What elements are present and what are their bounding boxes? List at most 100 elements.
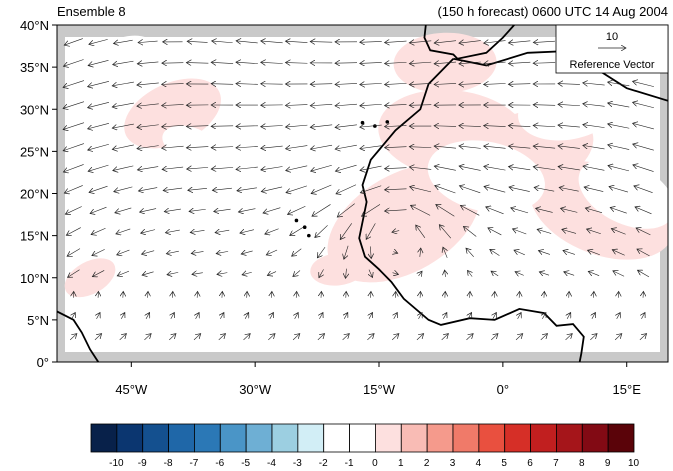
wind-vector	[267, 272, 277, 276]
wind-vector	[335, 125, 357, 128]
wind-vector	[241, 251, 253, 254]
wind-vector	[72, 313, 76, 319]
wind-vector	[508, 146, 531, 148]
wind-vector	[434, 166, 456, 171]
wind-vector	[583, 83, 605, 85]
wind-vector	[335, 104, 357, 106]
wind-vector	[285, 105, 308, 106]
wind-vector	[186, 147, 209, 148]
wind-vector	[215, 230, 230, 232]
wind-vector	[188, 188, 207, 190]
wind-vector	[64, 38, 83, 46]
wind-vector	[192, 273, 203, 275]
wind-vector	[538, 251, 550, 255]
lon-label: 45°W	[115, 382, 148, 397]
wind-vector	[637, 270, 650, 278]
colorbar-label: 1	[398, 458, 404, 469]
wind-vector	[165, 230, 180, 233]
wind-vector	[112, 144, 134, 149]
wind-vector	[416, 225, 426, 238]
wind-vector	[468, 313, 472, 319]
wind-vector	[163, 188, 183, 191]
wind-vector	[511, 208, 529, 214]
lon-label: 0°	[497, 382, 509, 397]
wind-vector	[409, 83, 432, 84]
colorbar-label: 3	[450, 458, 456, 469]
wind-vector	[558, 167, 580, 170]
wind-vector	[369, 313, 373, 319]
wind-vector	[263, 207, 281, 213]
wind-vector	[508, 167, 531, 170]
wind-vector	[612, 250, 625, 256]
wind-vector	[311, 184, 332, 194]
colorbar-swatch	[426, 423, 454, 453]
wind-vector	[261, 186, 283, 192]
wind-vector	[211, 62, 234, 63]
wind-vector	[539, 272, 550, 275]
wind-vector	[608, 145, 630, 150]
wind-vector	[288, 205, 306, 214]
wind-vector	[342, 334, 350, 341]
wind-vector	[310, 84, 333, 85]
wind-vector	[394, 313, 398, 319]
wind-vector	[335, 63, 357, 64]
anomaly-contour	[162, 125, 216, 161]
wind-vector	[187, 167, 209, 169]
wind-vector	[311, 164, 332, 171]
wind-vector	[292, 248, 302, 256]
wind-vector	[63, 122, 85, 130]
wind-vector	[584, 187, 604, 192]
wind-vector	[292, 334, 300, 341]
wind-vector	[162, 104, 184, 105]
wind-vector	[89, 185, 108, 192]
lon-label: 30°W	[239, 382, 272, 397]
colorbar-label: -3	[293, 458, 302, 469]
wind-vector	[491, 334, 498, 341]
wind-vector	[340, 223, 352, 239]
island	[373, 124, 377, 128]
colorbar-swatch	[90, 423, 118, 453]
wind-vector	[186, 126, 209, 127]
missing-data-bottom	[57, 352, 668, 362]
wind-vector	[508, 84, 531, 85]
wind-vector	[189, 209, 206, 211]
wind-vector	[88, 81, 110, 86]
lat-label: 25°N	[20, 144, 49, 159]
wind-vector	[217, 273, 228, 275]
lat-label: 15°N	[20, 229, 49, 244]
coastline-segment	[423, 25, 516, 60]
wind-vector	[88, 60, 109, 65]
island	[360, 120, 365, 125]
wind-vector	[583, 125, 605, 128]
wind-vector	[392, 231, 400, 233]
wind-vector	[537, 229, 552, 234]
wind-vector	[68, 269, 80, 278]
wind-vector	[190, 230, 205, 232]
wind-vector	[639, 334, 647, 341]
wind-vector	[436, 204, 455, 217]
colorbar-swatch	[297, 423, 325, 453]
wind-vector	[137, 125, 159, 128]
wind-vector	[484, 84, 506, 85]
wind-vector	[312, 204, 331, 216]
lat-label: 10°N	[20, 271, 49, 286]
wind-vector	[459, 186, 481, 194]
wind-vector	[236, 146, 258, 147]
colorbar-label: 4	[476, 458, 482, 469]
wind-vector	[261, 146, 283, 148]
wind-vector	[459, 166, 481, 171]
colorbar-swatch	[556, 423, 583, 453]
wind-vector	[617, 313, 621, 319]
wind-vector	[285, 125, 308, 127]
wind-vector	[434, 41, 457, 43]
wind-vector	[564, 272, 575, 276]
wind-vector	[360, 185, 382, 193]
wind-vector	[613, 271, 625, 277]
lat-label: 40°N	[20, 18, 49, 33]
wind-vector	[268, 334, 275, 341]
wind-vector	[360, 62, 382, 63]
wind-vector	[137, 167, 159, 170]
wind-vector	[186, 63, 209, 64]
wind-vector	[171, 313, 175, 319]
island	[302, 225, 307, 229]
